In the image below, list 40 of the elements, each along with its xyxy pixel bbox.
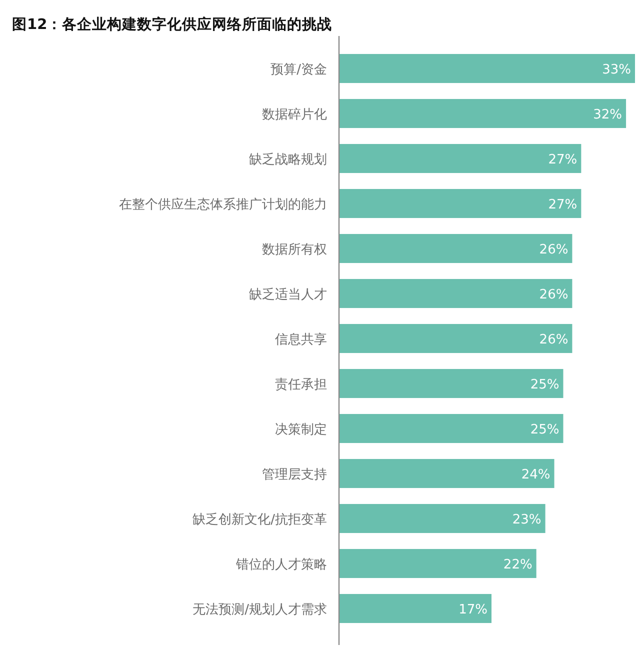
y-tick-label: 数据所有权	[262, 242, 327, 258]
y-tick-label: 信息共享	[275, 332, 327, 348]
y-tick-label: 缺乏适当人才	[249, 288, 327, 302]
data-label: 24%	[521, 468, 550, 482]
y-tick-label: 在整个供应生态体系推广计划的能力	[119, 196, 327, 212]
data-label: 23%	[512, 512, 542, 528]
bar	[339, 594, 492, 624]
bar	[339, 144, 582, 174]
y-tick-label: 责任承担	[275, 378, 327, 392]
y-tick-label: 缺乏战略规划	[249, 152, 327, 168]
bar	[339, 458, 554, 488]
bar	[339, 368, 564, 398]
bar	[339, 188, 582, 218]
bar	[339, 278, 572, 308]
data-label: 26%	[539, 242, 568, 258]
bar	[339, 548, 536, 578]
data-label: 26%	[539, 288, 568, 302]
data-label: 27%	[548, 152, 578, 168]
data-label: 17%	[458, 602, 488, 618]
bar	[339, 324, 572, 354]
data-label: 27%	[548, 198, 578, 212]
y-tick-label: 管理层支持	[262, 468, 327, 482]
y-tick-label: 数据碎片化	[262, 108, 327, 122]
y-tick-label: 无法预测/规划人才需求	[192, 602, 327, 618]
data-label: 22%	[503, 558, 532, 572]
data-label: 25%	[530, 378, 560, 392]
bar	[339, 54, 635, 84]
data-label: 25%	[530, 422, 560, 438]
bar	[339, 98, 626, 128]
text: 图12：各企业构建数字化供应网络所面临的挑战	[12, 15, 332, 33]
y-tick-label: 缺乏创新文化/抗拒变革	[192, 512, 327, 528]
data-label: 33%	[602, 62, 631, 78]
bar	[339, 234, 572, 264]
y-tick-label: 预算/资金	[270, 62, 327, 78]
data-label: 32%	[593, 108, 622, 122]
y-tick-label: 错位的人才策略	[235, 558, 327, 572]
bar	[339, 414, 564, 444]
y-tick-label: 决策制定	[275, 422, 327, 438]
bar	[339, 504, 546, 534]
data-label: 26%	[539, 332, 568, 348]
